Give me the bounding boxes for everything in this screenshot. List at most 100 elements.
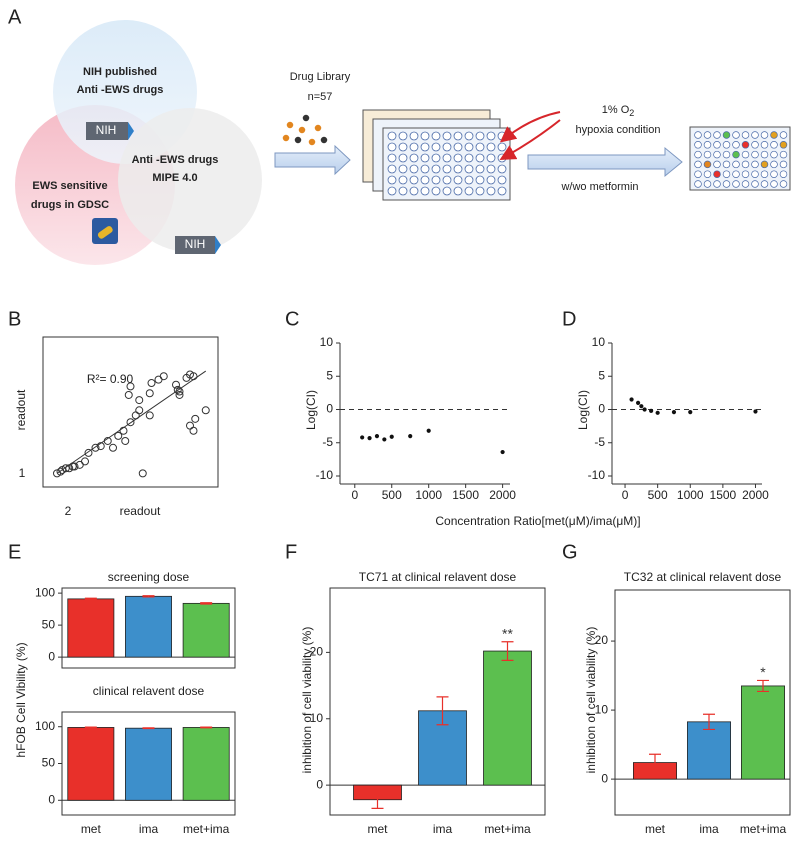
- panel-a: A NIH published Anti -EWS drugs NIH Anti…: [8, 6, 791, 265]
- y-tick-label: 10: [595, 702, 609, 716]
- well: [420, 175, 430, 185]
- y-tick-label: 0: [326, 402, 333, 416]
- well: [779, 150, 788, 159]
- well: [442, 175, 452, 185]
- point: [191, 414, 200, 423]
- plot-frame: [614, 589, 791, 816]
- y-tick-label: 0: [316, 777, 323, 791]
- bar: [483, 650, 532, 786]
- well: [760, 131, 769, 139]
- well: [409, 131, 419, 141]
- well: [486, 186, 496, 196]
- well: [722, 131, 731, 139]
- well: [464, 175, 474, 185]
- well: [703, 160, 712, 169]
- well: [741, 160, 750, 169]
- panel-label: D: [562, 308, 576, 330]
- well: [475, 131, 485, 141]
- x-tick-label: 0: [351, 488, 358, 502]
- well: [760, 170, 769, 178]
- well: [453, 186, 463, 196]
- x-tick-label: 1000: [415, 488, 442, 502]
- library-text: Drug Library: [290, 71, 351, 83]
- well: [387, 142, 397, 152]
- point: [201, 406, 210, 415]
- point: [173, 385, 182, 394]
- point: [103, 436, 112, 445]
- x-tick-label: met: [645, 822, 666, 836]
- point: [175, 387, 184, 396]
- well: [420, 186, 430, 196]
- y-tick-label: -5: [594, 435, 605, 449]
- well: [694, 150, 702, 159]
- y-tick-label: 20: [595, 633, 609, 647]
- well: [398, 186, 408, 196]
- point: [500, 449, 505, 455]
- well: [713, 160, 721, 169]
- error-bar: [200, 726, 213, 729]
- x-tick-label: 1500: [710, 488, 737, 502]
- well: [722, 170, 731, 178]
- bar: [687, 721, 732, 780]
- point: [635, 400, 641, 405]
- point: [374, 434, 380, 439]
- point: [175, 390, 184, 399]
- arrow: [527, 146, 683, 178]
- x-tick-label: ima: [433, 822, 453, 836]
- x-tick-label: 2000: [489, 488, 516, 502]
- point: [426, 428, 431, 433]
- x-axis-index: 2: [65, 504, 72, 518]
- well: [387, 186, 397, 196]
- well: [713, 141, 721, 149]
- condition-text: w/wo metformin: [560, 181, 638, 193]
- well: [420, 142, 430, 152]
- well: [779, 141, 788, 149]
- chart-title: TC71 at clinical relavent dose: [359, 570, 517, 584]
- well: [770, 160, 778, 169]
- well: [703, 141, 712, 149]
- well: [475, 153, 485, 163]
- panel-label: B: [8, 308, 21, 330]
- well: [486, 175, 496, 185]
- significance: **: [502, 625, 513, 641]
- error-bar: [436, 696, 449, 726]
- well: [497, 175, 507, 185]
- well: [703, 170, 712, 178]
- circle-text: NIH published: [83, 66, 157, 78]
- panel-label: E: [8, 541, 21, 563]
- x-tick-label: 0: [622, 488, 629, 502]
- point: [145, 389, 154, 398]
- well: [398, 142, 408, 152]
- panel-label: G: [562, 541, 578, 563]
- well: [453, 153, 463, 163]
- well: [732, 150, 740, 159]
- bar: [67, 727, 115, 801]
- error-bar: [142, 595, 155, 598]
- well: [760, 150, 769, 159]
- badge-text: NIH: [96, 123, 117, 137]
- point: [119, 426, 128, 435]
- error-bar: [200, 602, 213, 605]
- error-bar: [142, 727, 155, 730]
- red-arrow: [499, 119, 561, 160]
- well: [464, 142, 474, 152]
- drug-dot: [319, 135, 329, 145]
- well: [703, 150, 712, 159]
- well: [442, 142, 452, 152]
- well: [387, 164, 397, 174]
- well: [741, 141, 750, 149]
- error-bar: [84, 726, 97, 729]
- well: [751, 150, 759, 159]
- y-axis-label: Log(CI): [576, 390, 590, 430]
- point: [367, 435, 372, 441]
- x-tick-label: 500: [382, 488, 402, 502]
- plot-frame: [61, 587, 236, 669]
- y-tick-label: 0: [601, 771, 608, 785]
- badge-arrow: [128, 122, 134, 140]
- well: [398, 164, 408, 174]
- well: [497, 142, 507, 152]
- well: [497, 164, 507, 174]
- x-tick-label: met+ima: [183, 822, 230, 836]
- point: [126, 382, 135, 391]
